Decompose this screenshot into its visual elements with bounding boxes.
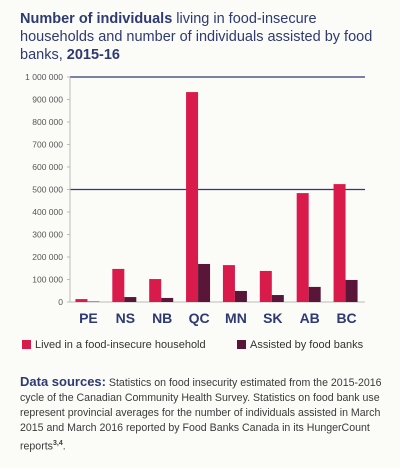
x-tick-label: MN xyxy=(225,310,247,326)
y-tick-label: 100 000 xyxy=(32,275,63,285)
title-part: 2015-16 xyxy=(66,47,120,63)
bar xyxy=(259,270,272,302)
x-tick-label: NS xyxy=(116,310,135,326)
x-tick-label: PE xyxy=(79,310,98,326)
x-tick-label: SK xyxy=(263,310,282,326)
bar xyxy=(296,193,309,302)
data-sources: Data sources: Statistics on food insecur… xyxy=(20,374,388,455)
y-tick-label: 0 xyxy=(58,297,63,307)
legend-label: Assisted by food banks xyxy=(250,339,364,351)
bar xyxy=(333,184,346,302)
bar xyxy=(149,279,162,302)
x-tick-label: BC xyxy=(336,310,356,326)
bar xyxy=(234,290,247,302)
bar xyxy=(198,263,211,302)
x-tick-label: NB xyxy=(152,310,172,326)
legend-label: Lived in a food-insecure household xyxy=(35,339,206,351)
bar xyxy=(75,299,88,302)
chart-title: Number of individuals living in food-ins… xyxy=(20,10,390,64)
y-tick-label: 500 000 xyxy=(32,185,63,195)
y-tick-label: 200 000 xyxy=(32,252,63,262)
bar xyxy=(308,286,321,302)
legend-swatch xyxy=(22,340,31,349)
x-tick-label: AB xyxy=(300,310,320,326)
y-tick-label: 1 000 000 xyxy=(25,72,63,82)
y-tick-label: 300 000 xyxy=(32,230,63,240)
sources-end: . xyxy=(62,440,66,453)
x-tick-label: QC xyxy=(189,310,210,326)
bar xyxy=(222,265,235,302)
bar xyxy=(112,268,125,302)
y-tick-label: 700 000 xyxy=(32,140,63,150)
y-tick-label: 900 000 xyxy=(32,95,63,105)
bar xyxy=(124,297,137,302)
y-tick-label: 600 000 xyxy=(32,162,63,172)
sources-refs: 3,4 xyxy=(52,440,63,447)
y-tick-label: 400 000 xyxy=(32,207,63,217)
bar xyxy=(271,295,284,302)
y-tick-label: 800 000 xyxy=(32,117,63,127)
bar xyxy=(345,279,358,302)
bar xyxy=(186,92,199,302)
title-part: Number of individuals xyxy=(20,11,173,27)
sources-label: Data sources: xyxy=(20,374,106,389)
title-part: living in food-insecure households and n… xyxy=(20,11,373,63)
bar xyxy=(161,297,174,302)
sources-text: Statistics on food insecurity estimated … xyxy=(20,377,382,453)
legend-swatch xyxy=(237,340,246,349)
chart: 0 100 000 200 000 300 000 400 000 500 000 600 … xyxy=(22,72,365,351)
